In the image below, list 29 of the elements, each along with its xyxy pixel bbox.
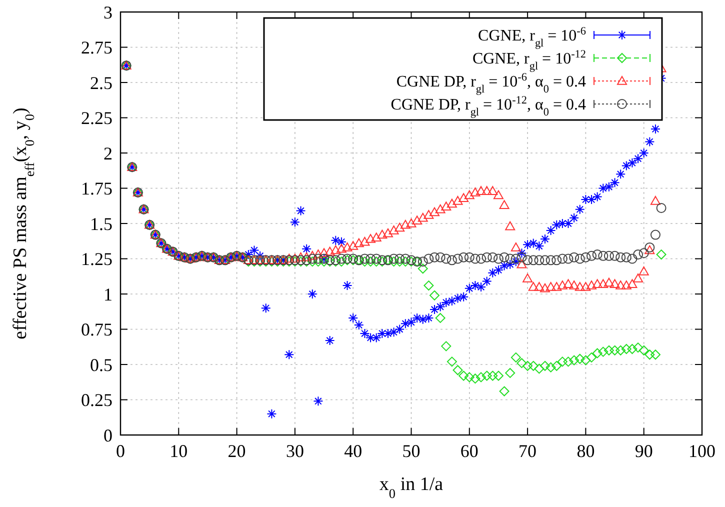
y-tick-label: 1.75 [81,178,112,199]
legend-label: CGNE, r$_{gl}$ = 10$^{-6}$ [478,26,586,50]
legend-label: CGNE DP, r$_{gl}$ = 10$^{-12}$, α$_{0}$ = 0.4 [390,94,586,119]
y-tick-label: 0.5 [90,354,112,375]
y-tick-label: 2.5 [90,72,112,93]
x-tick-label: 40 [344,441,362,461]
x-tick-label: 0 [116,441,125,461]
x-tick-label: 20 [228,441,246,461]
x-tick-label: 50 [402,441,420,461]
y-tick-label: 0.25 [81,390,112,410]
y-tick-label: 2 [104,143,112,164]
x-tick-label: 70 [518,441,537,461]
y-tick-label: 0.75 [81,320,112,340]
x-tick-label: 10 [170,441,188,461]
y-tick-label: 0 [104,425,112,446]
legend-label: CGNE, r$_{gl}$ = 10$^{-12}$ [472,48,586,73]
x-tick-label: 90 [634,441,653,461]
x-tick-label: 100 [688,441,716,461]
x-tick-label: 80 [576,441,595,461]
y-tick-label: 1 [104,284,112,304]
x-tick-label: 60 [460,441,478,461]
y-tick-label: 2.25 [81,108,112,128]
y-tick-label: 2.75 [81,38,112,58]
y-tick-label: 3 [104,2,112,22]
x-axis-title: x$_{0}$ in 1/a [379,474,444,500]
x-tick-label: 30 [286,441,304,461]
y-tick-label: 1.5 [90,214,112,234]
y-tick-label: 1.25 [81,249,112,270]
legend-label: CGNE DP, r$_{gl}$ = 10$^{-6}$, α$_{0}$ = 0.4 [396,72,586,96]
